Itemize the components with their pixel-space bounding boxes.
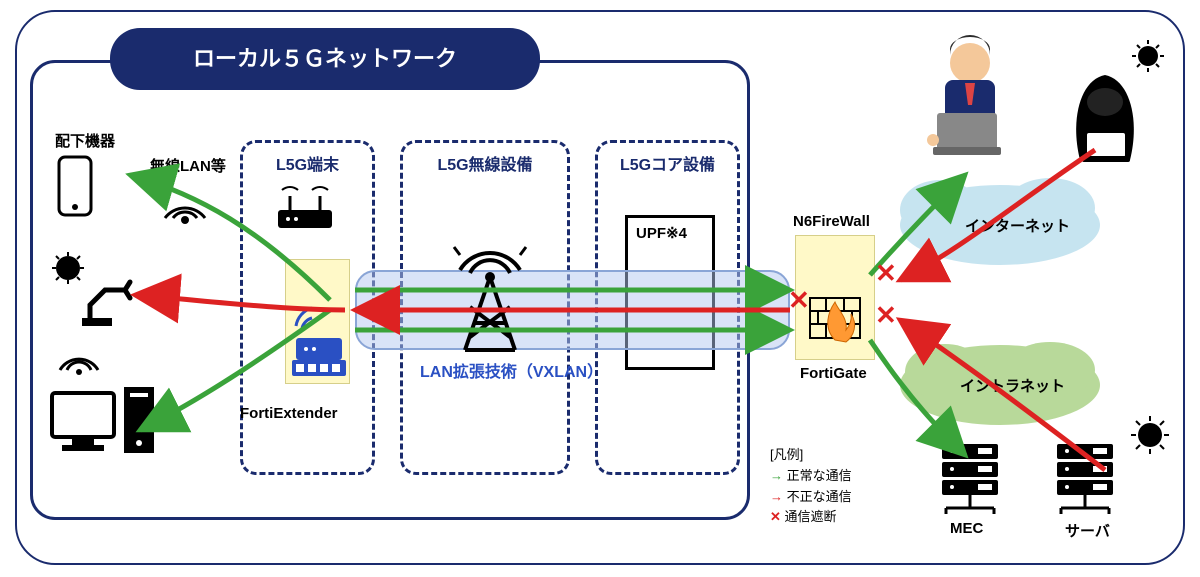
intranet-label: イントラネット bbox=[960, 375, 1065, 396]
robot-arm-icon bbox=[50, 250, 140, 330]
l5g-title: ローカル５Ｇネットワーク bbox=[110, 28, 540, 90]
user-icon bbox=[915, 35, 1025, 165]
wlan-label: 無線LAN等 bbox=[150, 155, 226, 176]
block-x-icon: ✕ bbox=[875, 258, 897, 289]
legend-block: 通信遮断 bbox=[785, 509, 837, 524]
internet-label: インターネット bbox=[965, 215, 1070, 236]
vxlan-label: LAN拡張技術（VXLAN） bbox=[420, 358, 603, 382]
server-label: サーバ bbox=[1065, 520, 1110, 541]
vxlan-band bbox=[355, 270, 790, 350]
legend: [凡例] → 正常な通信 → 不正な通信 ✕ 通信遮断 bbox=[770, 445, 852, 528]
router-icon bbox=[270, 178, 340, 233]
n6firewall-label: N6FireWall bbox=[793, 213, 870, 230]
l5g-core-label: L5Gコア設備 bbox=[598, 151, 737, 175]
firewall-icon bbox=[808, 270, 863, 350]
mec-label: MEC bbox=[950, 520, 983, 537]
fortiextender-icon bbox=[290, 298, 348, 383]
l5g-terminal-label: L5G端末 bbox=[243, 151, 372, 175]
phone-icon bbox=[55, 155, 95, 220]
fortigate-label: FortiGate bbox=[800, 365, 867, 382]
server-stack-icon bbox=[1045, 440, 1125, 520]
virus-server-icon bbox=[1130, 415, 1170, 455]
mec-server-icon bbox=[930, 440, 1010, 520]
l5g-radio-label: L5G無線設備 bbox=[403, 151, 567, 175]
block-x-icon: ✕ bbox=[875, 300, 897, 331]
wifi-icon-2 bbox=[52, 335, 107, 380]
hacker-icon bbox=[1050, 40, 1170, 170]
pc-icon bbox=[50, 385, 160, 465]
block-x-icon: ✕ bbox=[788, 285, 810, 316]
legend-malicious: 不正な通信 bbox=[787, 489, 852, 504]
upf-label: UPF※4 bbox=[636, 225, 687, 242]
devices-label: 配下機器 bbox=[55, 130, 115, 151]
fortiextender-label: FortiExtender bbox=[240, 405, 338, 422]
radio-tower-icon bbox=[440, 225, 540, 355]
legend-title: [凡例] bbox=[770, 445, 852, 466]
wifi-icon bbox=[155, 178, 215, 228]
legend-normal: 正常な通信 bbox=[787, 468, 852, 483]
